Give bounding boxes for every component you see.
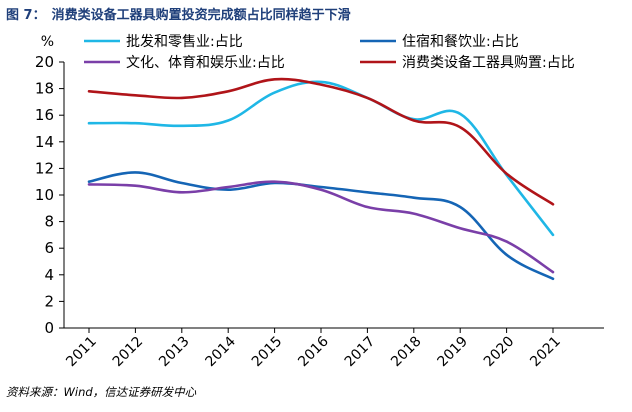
- series-line-4: [87, 77, 555, 206]
- y-tick-label: 18: [35, 80, 54, 98]
- y-tick-label: 10: [35, 186, 54, 204]
- y-tick-label: 2: [44, 292, 54, 310]
- x-tick-label: 2021: [527, 334, 564, 371]
- x-tick-label: 2015: [249, 334, 286, 371]
- source-note: 资料来源：Wind，信达证券研发中心: [6, 385, 197, 399]
- chart-series: [87, 77, 555, 281]
- legend-label-4: 消费类设备工器具购置:占比: [402, 54, 575, 71]
- y-tick-label: 0: [44, 319, 54, 337]
- figure-title: 图 7： 消费类设备工器具购置投资完成额占比同样趋于下滑: [6, 4, 351, 23]
- x-tick-label: 2019: [435, 334, 472, 371]
- x-tick-label: 2017: [342, 334, 379, 371]
- figure-label: 图 7：: [6, 8, 46, 23]
- x-tick-label: 2018: [388, 334, 425, 371]
- x-tick-label: 2011: [63, 334, 100, 371]
- x-tick-label: 2013: [156, 334, 193, 371]
- x-tick-label: 2012: [110, 334, 147, 371]
- x-tick-label: 2020: [481, 334, 518, 371]
- y-tick-label: 20: [35, 53, 54, 71]
- series-line-2: [87, 171, 555, 281]
- y-tick-label: 4: [44, 266, 54, 284]
- y-tick-label: 14: [35, 133, 54, 151]
- legend-label-2: 住宿和餐饮业:占比: [402, 33, 519, 50]
- legend-label-1: 批发和零售业:占比: [126, 34, 243, 50]
- figure-title-text: 消费类设备工器具购置投资完成额占比同样趋于下滑: [51, 8, 351, 23]
- x-tick-label: 2016: [295, 333, 332, 370]
- series-line-3: [87, 180, 555, 274]
- y-tick-label: 8: [44, 213, 54, 231]
- series-line-1: [87, 80, 555, 237]
- legend-label-3: 文化、体育和娱乐业:占比: [126, 55, 285, 71]
- y-tick-label: 16: [35, 106, 54, 124]
- y-tick-label: 12: [35, 159, 54, 177]
- y-axis-label: %: [41, 34, 54, 50]
- y-tick-label: 6: [44, 239, 54, 257]
- x-tick-label: 2014: [203, 333, 240, 370]
